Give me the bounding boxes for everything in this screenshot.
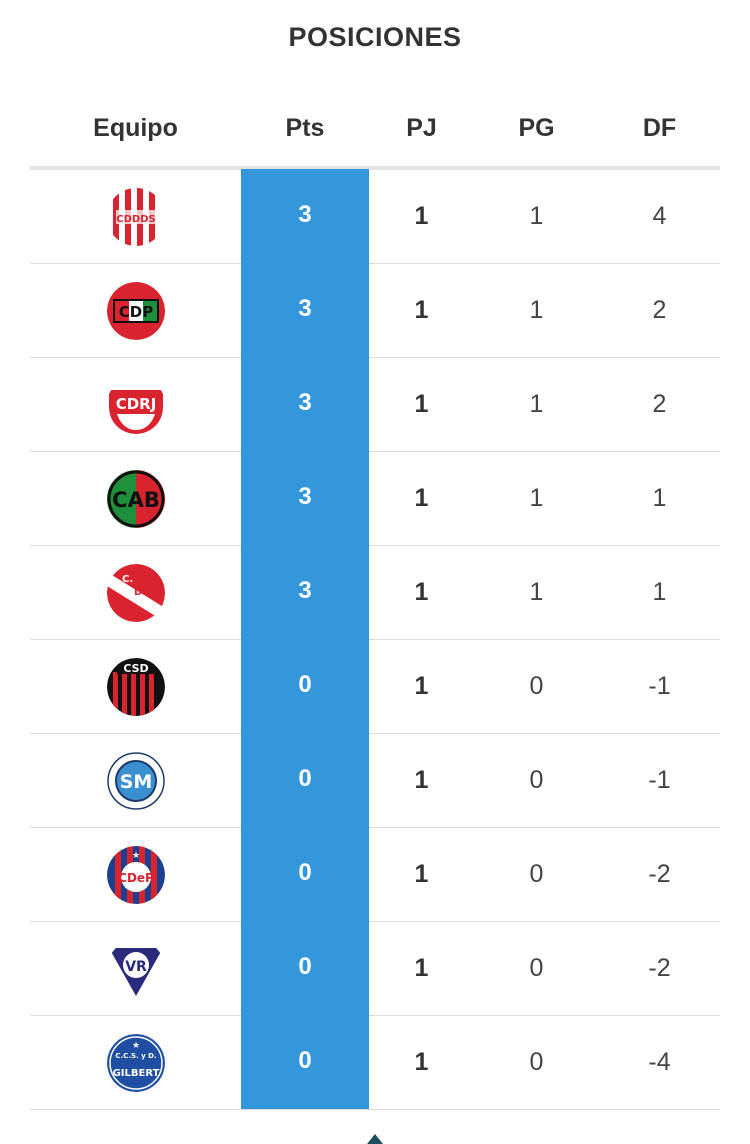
played-cell: 1 [414, 296, 429, 324]
won-cell: 0 [529, 1048, 544, 1076]
svg-text:★: ★ [131, 1041, 139, 1051]
cdrj-crest-icon[interactable]: CDRJ [106, 375, 165, 434]
points-cell: 3 [241, 357, 369, 451]
column-header-pts[interactable]: Pts [285, 113, 325, 142]
played-cell: 1 [414, 860, 429, 888]
table-row[interactable]: CDDDS 3 1 1 4 [30, 169, 720, 264]
team-cell: ★ C.C.S. y D. GILBERT [30, 1016, 241, 1109]
svg-text:SM: SM [119, 771, 152, 793]
svg-text:CAB: CAB [112, 488, 160, 512]
goal-diff-cell: 2 [652, 296, 667, 324]
played-cell: 1 [414, 1048, 429, 1076]
played-cell: 1 [414, 390, 429, 418]
goal-diff-cell: -2 [648, 860, 671, 888]
csd-crest-icon[interactable]: CSD [106, 657, 165, 716]
cddds-crest-icon[interactable]: CDDDS [106, 187, 165, 246]
won-cell: 1 [529, 578, 544, 606]
points-cell: 0 [241, 1015, 369, 1109]
cdp-crest-icon[interactable]: CDP [106, 281, 165, 340]
svg-text:M.: M. [144, 602, 158, 613]
points-cell: 0 [241, 733, 369, 827]
team-cell: CDRJ [30, 358, 241, 451]
points-cell: 0 [241, 639, 369, 733]
svg-text:D.: D. [134, 587, 146, 598]
goal-diff-cell: 2 [652, 390, 667, 418]
points-cell: 0 [241, 827, 369, 921]
svg-text:CDRJ: CDRJ [115, 395, 156, 413]
gilbert-crest-icon[interactable]: ★ C.C.S. y D. GILBERT [106, 1033, 165, 1092]
sm-crest-icon[interactable]: SM [106, 751, 165, 810]
svg-text:CDP: CDP [118, 303, 152, 321]
team-cell: CAB [30, 452, 241, 545]
table-row[interactable]: CDeP ★ 0 1 0 -2 [30, 827, 720, 922]
won-cell: 0 [529, 766, 544, 794]
team-cell: CDDDS [30, 170, 241, 263]
played-cell: 1 [414, 954, 429, 982]
goal-diff-cell: -4 [648, 1048, 671, 1076]
team-cell: CDeP ★ [30, 828, 241, 921]
goal-diff-cell: 4 [652, 202, 667, 230]
goal-diff-cell: -1 [648, 672, 671, 700]
goal-diff-cell: 1 [652, 578, 667, 606]
table-header: Equipo Pts PJ PG DF [30, 90, 720, 170]
goal-diff-cell: -1 [648, 766, 671, 794]
points-cell: 3 [241, 545, 369, 639]
team-cell: C. D. M. [30, 546, 241, 639]
won-cell: 0 [529, 860, 544, 888]
won-cell: 1 [529, 390, 544, 418]
played-cell: 1 [414, 578, 429, 606]
table-row[interactable]: CDP 3 1 1 2 [30, 263, 720, 358]
table-row[interactable]: CAB 3 1 1 1 [30, 451, 720, 546]
svg-text:CDeP: CDeP [118, 871, 154, 885]
won-cell: 0 [529, 672, 544, 700]
svg-text:CDDDS: CDDDS [116, 214, 155, 225]
svg-text:C.C.S. y D.: C.C.S. y D. [115, 1052, 156, 1060]
team-cell: SM [30, 734, 241, 827]
column-header-df[interactable]: DF [642, 113, 677, 142]
won-cell: 1 [529, 484, 544, 512]
cdp-round-crest-icon[interactable]: CDeP ★ [106, 845, 165, 904]
team-cell: CSD [30, 640, 241, 733]
played-cell: 1 [414, 202, 429, 230]
svg-text:GILBERT: GILBERT [112, 1068, 159, 1079]
table-row[interactable]: ★ C.C.S. y D. GILBERT 0 1 0 -4 [30, 1015, 720, 1110]
standings-table: Equipo Pts PJ PG DF CDDDS 3 1 1 4 [30, 90, 720, 1110]
points-cell: 3 [241, 169, 369, 263]
won-cell: 1 [529, 202, 544, 230]
svg-text:C.: C. [122, 574, 133, 585]
cab-crest-icon[interactable]: CAB [106, 469, 165, 528]
played-cell: 1 [414, 484, 429, 512]
cdm-crest-icon[interactable]: C. D. M. [106, 563, 165, 622]
svg-text:VR: VR [125, 959, 147, 975]
column-header-pg[interactable]: PG [518, 113, 555, 142]
table-row[interactable]: CDRJ 3 1 1 2 [30, 357, 720, 452]
column-header-team[interactable]: Equipo [93, 113, 178, 142]
played-cell: 1 [414, 766, 429, 794]
table-row[interactable]: C. D. M. 3 1 1 1 [30, 545, 720, 640]
table-row[interactable]: VR 0 1 0 -2 [30, 921, 720, 1016]
column-header-pj[interactable]: PJ [406, 113, 437, 142]
table-row[interactable]: SM 0 1 0 -1 [30, 733, 720, 828]
goal-diff-cell: -2 [648, 954, 671, 982]
vr-crest-icon[interactable]: VR [106, 939, 165, 998]
table-row[interactable]: CSD 0 1 0 -1 [30, 639, 720, 734]
team-cell: VR [30, 922, 241, 1015]
svg-text:★: ★ [131, 851, 139, 861]
points-cell: 3 [241, 263, 369, 357]
points-cell: 0 [241, 921, 369, 1015]
points-cell: 3 [241, 451, 369, 545]
goal-diff-cell: 1 [652, 484, 667, 512]
team-cell: CDP [30, 264, 241, 357]
svg-text:CSD: CSD [123, 662, 148, 675]
page-title: POSICIONES [288, 22, 462, 52]
scroll-up-icon[interactable] [367, 1134, 383, 1144]
played-cell: 1 [414, 672, 429, 700]
won-cell: 0 [529, 954, 544, 982]
won-cell: 1 [529, 296, 544, 324]
